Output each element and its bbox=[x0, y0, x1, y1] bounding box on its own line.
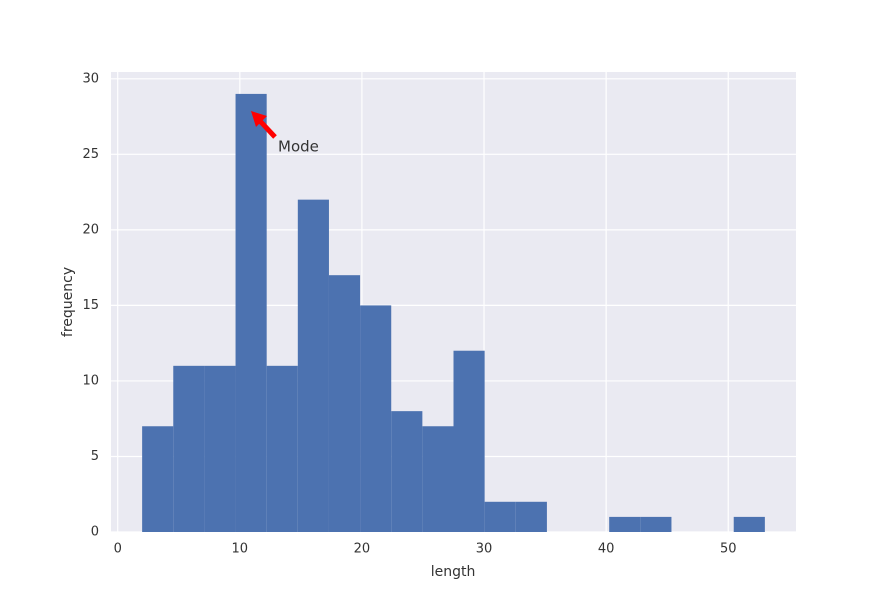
bar bbox=[328, 275, 361, 532]
bar bbox=[640, 516, 672, 532]
x-tick-label: 30 bbox=[476, 542, 493, 557]
y-tick-label: 0 bbox=[91, 525, 99, 540]
annotation-arrow-head bbox=[251, 111, 267, 127]
y-tick-label: 25 bbox=[82, 147, 99, 162]
bar bbox=[391, 411, 423, 532]
annotation-arrow-shaft bbox=[258, 119, 277, 139]
y-tick-label: 15 bbox=[82, 298, 99, 313]
annotation: Mode bbox=[251, 111, 319, 156]
x-tick-label: 40 bbox=[598, 542, 615, 557]
y-tick-label: 5 bbox=[91, 449, 99, 464]
bar bbox=[484, 501, 516, 532]
bar bbox=[142, 426, 174, 532]
x-tick-label: 0 bbox=[114, 542, 122, 557]
bar bbox=[204, 365, 236, 532]
bar bbox=[266, 365, 298, 532]
x-tick-label: 10 bbox=[232, 542, 249, 557]
y-tick-label: 20 bbox=[82, 222, 99, 237]
bar bbox=[733, 516, 765, 532]
x-tick-label: 20 bbox=[354, 542, 371, 557]
x-axis-label: length bbox=[431, 564, 476, 580]
bars bbox=[142, 93, 765, 533]
y-tick-label: 30 bbox=[82, 71, 99, 86]
bar bbox=[297, 199, 329, 532]
x-tick-label: 50 bbox=[720, 542, 737, 557]
y-tick-label: 10 bbox=[82, 373, 99, 388]
annotation-text: Mode bbox=[278, 138, 319, 156]
y-axis-label: frequency bbox=[60, 267, 76, 337]
bar bbox=[453, 350, 485, 532]
bar bbox=[515, 501, 547, 532]
bar bbox=[235, 93, 267, 533]
bar bbox=[173, 365, 205, 532]
bar bbox=[609, 516, 641, 532]
bar bbox=[422, 426, 454, 532]
bar bbox=[360, 305, 392, 532]
